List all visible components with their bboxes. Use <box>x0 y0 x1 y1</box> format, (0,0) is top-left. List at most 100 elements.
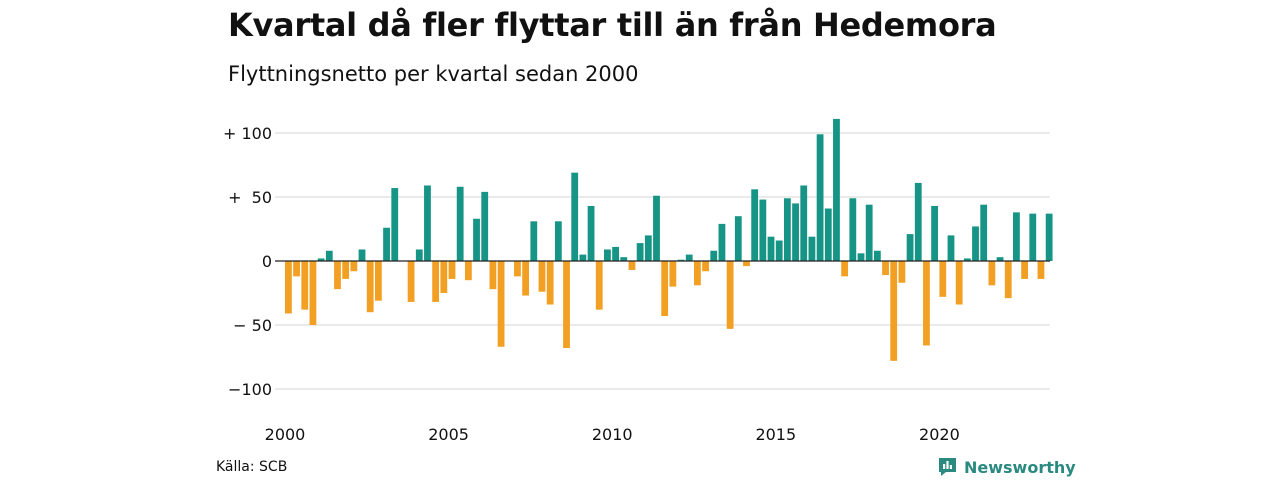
x-axis-ticks: 2000 2005 2010 2015 2020 <box>265 425 960 444</box>
bar-positive <box>481 191 489 261</box>
bar-negative <box>285 261 292 314</box>
bar-positive <box>996 257 1004 261</box>
bar-negative <box>923 261 930 346</box>
bar-positive <box>620 257 628 261</box>
bar-positive <box>710 250 718 261</box>
y-tick-label: + 100 <box>223 124 272 143</box>
bar-positive <box>677 259 685 261</box>
x-tick-label: 2005 <box>428 425 469 444</box>
bar-positive <box>571 172 579 261</box>
bar-positive <box>783 198 791 261</box>
bar-negative <box>366 261 374 313</box>
bar-negative <box>595 261 603 310</box>
bar-negative <box>1037 261 1045 279</box>
bar-positive <box>816 134 824 261</box>
bar-negative <box>538 261 546 292</box>
y-tick-label: −100 <box>228 380 272 399</box>
bar-positive <box>685 254 693 261</box>
bar-negative <box>522 261 530 296</box>
bar-positive <box>849 198 857 261</box>
bar-negative <box>726 261 734 329</box>
bar-positive <box>906 234 914 261</box>
bar-positive <box>972 226 979 261</box>
bar-positive <box>800 185 808 261</box>
bar-negative <box>939 261 947 297</box>
bar-positive <box>1013 212 1020 261</box>
bar-negative <box>661 261 669 317</box>
bar-negative <box>497 261 505 347</box>
brand-name: Newsworthy <box>964 457 1076 477</box>
bar-positive <box>612 246 619 261</box>
bar-positive <box>587 205 595 261</box>
bar-negative <box>702 261 709 272</box>
bar-negative <box>882 261 889 276</box>
bar-negative <box>694 261 701 286</box>
bar-positive <box>604 249 611 261</box>
bar-negative <box>448 261 456 279</box>
x-tick-label: 2000 <box>265 425 306 444</box>
bar-negative <box>301 261 309 310</box>
bar-positive <box>792 203 799 261</box>
bar-positive <box>653 195 660 261</box>
bar-positive <box>456 186 464 261</box>
bar-positive <box>473 218 480 261</box>
source-note: Källa: SCB <box>216 459 288 475</box>
bar-negative <box>563 261 570 349</box>
bar-negative <box>1004 261 1012 299</box>
bar-positive <box>751 189 759 261</box>
bar-negative <box>374 261 382 301</box>
bar-positive <box>358 249 366 261</box>
bar-positive <box>383 227 390 261</box>
bar-positive <box>914 182 922 261</box>
x-tick-label: 2010 <box>592 425 633 444</box>
bar-negative <box>841 261 849 277</box>
bar-positive <box>980 204 988 261</box>
bar-negative <box>890 261 898 361</box>
bar-positive <box>808 236 816 261</box>
bar-negative <box>464 261 472 281</box>
bar-positive <box>767 236 775 261</box>
bar-positive <box>857 253 865 261</box>
y-axis-ticks: + 100 + 50 0 − 50 −100 <box>223 124 272 399</box>
bar-negative <box>432 261 440 302</box>
bar-positive <box>775 240 783 261</box>
y-tick-label: 0 <box>262 252 272 271</box>
bar-negative <box>669 261 677 287</box>
y-tick-label: + 50 <box>228 188 272 207</box>
x-tick-label: 2015 <box>755 425 796 444</box>
bar-negative <box>988 261 996 286</box>
bar-positive <box>317 258 325 261</box>
bar-negative <box>350 261 358 272</box>
bar-positive <box>734 216 742 261</box>
bar-positive <box>579 254 587 261</box>
bar-negative <box>514 261 521 277</box>
brand-logo: Newsworthy <box>937 456 1076 478</box>
bar-positive <box>718 223 726 261</box>
bar-positive <box>1045 213 1053 261</box>
bars <box>285 118 1053 361</box>
newsworthy-logo-icon <box>939 458 956 476</box>
bar-positive <box>1029 213 1037 261</box>
bar-positive <box>554 221 562 261</box>
bar-negative <box>628 261 636 270</box>
bar-positive <box>947 235 955 261</box>
bar-negative <box>342 261 350 279</box>
bar-positive <box>636 243 644 261</box>
bar-negative <box>546 261 554 305</box>
bar-positive <box>325 250 333 261</box>
bar-negative <box>955 261 963 305</box>
chart-subtitle: Flyttningsnetto per kvartal sedan 2000 <box>228 62 639 86</box>
bar-negative <box>1021 261 1028 279</box>
bar-positive <box>424 185 431 261</box>
bar-positive <box>873 250 881 261</box>
bar-negative <box>334 261 341 290</box>
bar-negative <box>440 261 448 293</box>
bar-negative <box>489 261 497 290</box>
bar-positive <box>759 199 767 261</box>
bar-positive <box>824 208 832 261</box>
y-tick-label: − 50 <box>233 316 272 335</box>
bar-positive <box>865 204 873 261</box>
bar-negative <box>293 261 300 277</box>
bar-positive <box>530 221 538 261</box>
